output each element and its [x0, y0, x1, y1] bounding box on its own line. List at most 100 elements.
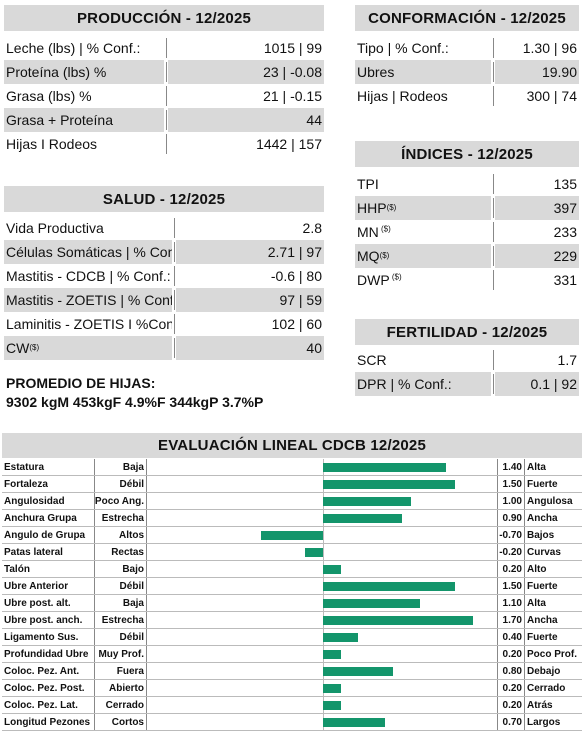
trait-low-label: Baja	[94, 459, 146, 475]
trait-low-label: Bajo	[94, 561, 146, 577]
produccion-row: Grasa (lbs) % 21 | -0.15	[4, 84, 324, 108]
trait-value: 1.10	[502, 597, 522, 609]
produccion-row-label: Leche (lbs) | % Conf.:	[4, 40, 164, 56]
indices-row-label-text: MN	[357, 224, 379, 240]
salud-row-label-text: Vida Productiva	[6, 220, 104, 236]
row-divider	[493, 246, 494, 266]
lineal-row: Patas lateral Rectas -0.20 Curvas	[2, 544, 582, 561]
salud-row-label-text: Mastitis - ZOETIS | % Conf.:	[6, 292, 172, 308]
trait-plot	[146, 544, 498, 560]
trait-low-label: Cortos	[94, 714, 146, 730]
produccion-row-label: Hijas I Rodeos	[4, 136, 164, 152]
trait-plot	[146, 510, 498, 526]
row-divider	[174, 314, 175, 334]
produccion-row-value: 23 | -0.08	[168, 60, 324, 84]
trait-bar	[323, 718, 385, 727]
row-divider	[493, 350, 494, 370]
lineal-row: Coloc. Pez. Ant. Fuera 0.80 Debajo	[2, 663, 582, 680]
trait-plot	[146, 663, 498, 679]
fertilidad-row-value: 1.7	[557, 352, 577, 368]
trait-bar	[323, 565, 341, 574]
salud-row-label-text: CW	[6, 340, 30, 356]
trait-low-label: Débil	[94, 629, 146, 645]
trait-plot	[146, 493, 498, 509]
trait-bar	[323, 582, 455, 591]
trait-high-label: Curvas	[524, 544, 582, 560]
salud-row-value: 97 | 59	[176, 288, 324, 312]
trait-value: -0.70	[499, 529, 522, 541]
center-line	[323, 527, 324, 543]
trait-low-label: Cerrado	[94, 697, 146, 713]
produccion-row-value: 1442 | 157	[256, 136, 322, 152]
trait-low-label: Baja	[94, 595, 146, 611]
trait-value: 0.20	[502, 648, 522, 660]
produccion-row-label-text: Grasa (lbs) %	[6, 88, 92, 104]
produccion-row-value: 1015 | 99	[263, 40, 322, 56]
trait-name: Patas lateral	[4, 546, 63, 558]
salud-row-label-text: Laminitis - ZOETIS I %Conf.:	[6, 316, 172, 332]
row-divider	[174, 218, 175, 238]
indices-row-value: 397	[495, 196, 579, 220]
produccion-title: PRODUCCIÓN - 12/2025	[76, 9, 252, 27]
produccion-row-value: 44	[168, 108, 324, 132]
salud-row-value: 102 | 60	[271, 316, 322, 332]
trait-plot	[146, 527, 498, 543]
trait-high-label: Fuerte	[524, 476, 582, 492]
conformacion-header: CONFORMACIÓN - 12/2025	[355, 5, 579, 31]
lineal-row: Coloc. Pez. Lat. Cerrado 0.20 Atrás	[2, 697, 582, 714]
lineal-row: Anchura Grupa Estrecha 0.90 Ancha	[2, 510, 582, 527]
indices-row: HHP ($) 397	[355, 196, 579, 220]
lineal-title: EVALUACIÓN LINEAL CDCB 12/2025	[157, 437, 426, 454]
row-divider	[493, 374, 494, 394]
indices-row-value: 135	[553, 176, 577, 192]
trait-high-label: Fuerte	[524, 629, 582, 645]
trait-high-label: Ancha	[524, 612, 582, 628]
salud-row-label: Mastitis - ZOETIS | % Conf.:	[4, 288, 172, 312]
conformacion-row-label-text: Ubres	[357, 64, 395, 80]
indices-row-label: TPI	[355, 176, 491, 192]
indices-row-label-text: DWP	[357, 272, 390, 288]
trait-high-label: Alto	[524, 561, 582, 577]
indices-row-label-text: TPI	[357, 176, 379, 192]
trait-value: 1.40	[502, 461, 522, 473]
lineal-row: Estatura Baja 1.40 Alta	[2, 459, 582, 476]
promedio-title: PROMEDIO DE HIJAS:	[6, 375, 156, 391]
trait-plot	[146, 646, 498, 662]
lineal-row: Talón Bajo 0.20 Alto	[2, 561, 582, 578]
salud-row: Mastitis - CDCB | % Conf.: -0.6 | 80	[4, 264, 324, 288]
conformacion-row-value: 1.30 | 96	[522, 40, 577, 56]
salud-header: SALUD - 12/2025	[4, 186, 324, 212]
trait-name: Angulosidad	[4, 495, 65, 507]
row-divider	[493, 62, 494, 82]
currency-superscript: ($)	[378, 224, 391, 234]
trait-high-label: Angulosa	[524, 493, 582, 509]
fertilidad-row-label-text: SCR	[357, 352, 387, 368]
conformacion-row-label-text: Hijas | Rodeos	[357, 88, 448, 104]
trait-low-label: Débil	[94, 578, 146, 594]
trait-low-label: Altos	[94, 527, 146, 543]
trait-plot	[146, 578, 498, 594]
indices-row-label: MQ ($)	[355, 244, 491, 268]
trait-name: Coloc. Pez. Lat.	[4, 699, 78, 711]
fertilidad-header: FERTILIDAD - 12/2025	[355, 319, 579, 345]
conformacion-row-label: Ubres	[355, 60, 491, 84]
trait-plot	[146, 714, 498, 730]
indices-row: MQ ($) 229	[355, 244, 579, 268]
produccion-row: Proteína (lbs) % 23 | -0.08	[4, 60, 324, 84]
row-divider	[166, 86, 167, 106]
trait-bar	[323, 633, 359, 642]
conformacion-row-label: Hijas | Rodeos	[355, 88, 491, 104]
center-line	[323, 544, 324, 560]
lineal-row: Ubre Anterior Débil 1.50 Fuerte	[2, 578, 582, 595]
fertilidad-table: SCR 1.7 DPR | % Conf.: 0.1 | 92	[355, 348, 579, 396]
salud-row-label: Vida Productiva	[4, 220, 172, 236]
lineal-row: Coloc. Pez. Post. Abierto 0.20 Cerrado	[2, 680, 582, 697]
conformacion-row-label-text: Tipo | % Conf.:	[357, 40, 449, 56]
salud-row-label: CW ($)	[4, 336, 172, 360]
indices-row: DWP ($) 331	[355, 268, 579, 292]
trait-name: Ángulo de Grupa	[4, 529, 86, 541]
trait-name: Ligamento Sus.	[4, 631, 79, 643]
salud-table: Vida Productiva 2.8 Células Somáticas | % …	[4, 216, 324, 360]
produccion-row-value: 21 | -0.15	[263, 88, 322, 104]
fertilidad-row: SCR 1.7	[355, 348, 579, 372]
